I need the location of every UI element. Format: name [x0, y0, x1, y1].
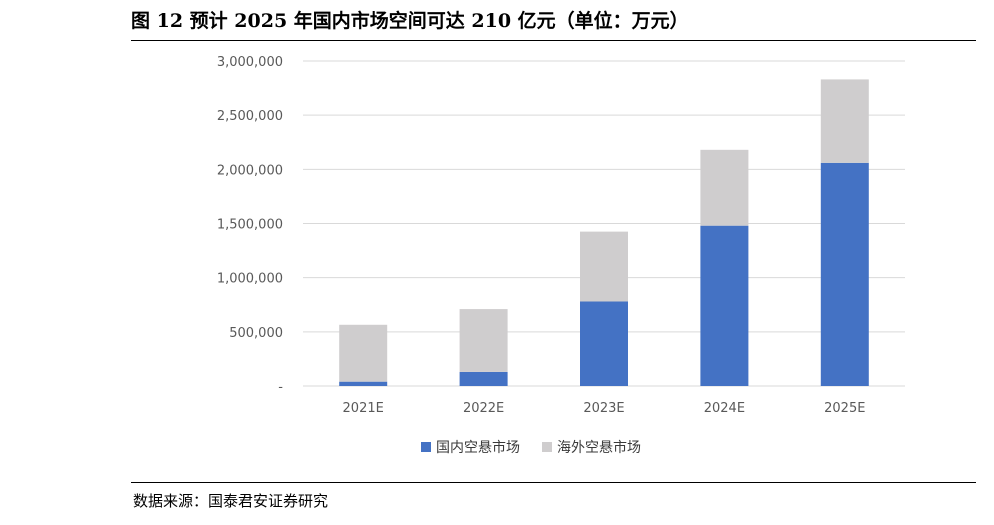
x-tick-label: 2025E [824, 401, 865, 416]
y-tick-label: 2,000,000 [217, 163, 283, 178]
y-tick-label: 2,500,000 [217, 109, 283, 124]
source-rule [131, 482, 976, 483]
x-tick-label: 2024E [704, 401, 745, 416]
bar-segment-domestic [459, 371, 508, 386]
bar-segment-overseas [339, 324, 388, 382]
bar-segment-overseas [459, 309, 508, 372]
x-axis-tick-labels: 2021E 2022E 2023E 2024E 2025E [343, 401, 866, 416]
x-tick-label: 2021E [343, 401, 384, 416]
bar-segment-domestic [339, 381, 388, 386]
bar-segment-overseas [700, 149, 749, 226]
source-note: 数据来源：国泰君安证券研究 [133, 492, 329, 510]
x-tick-label: 2022E [463, 401, 504, 416]
legend-item: 海外空悬市场 [542, 437, 641, 457]
y-tick-label: 1,000,000 [217, 272, 283, 287]
legend-item: 国内空悬市场 [421, 437, 520, 457]
legend-swatch [421, 442, 431, 452]
y-tick-label: - [278, 380, 283, 395]
bars [339, 79, 869, 386]
bar-segment-overseas [820, 79, 869, 163]
y-tick-label: 500,000 [229, 326, 283, 341]
bar-segment-domestic [700, 225, 749, 386]
bar-segment-domestic [820, 162, 869, 386]
bar-segment-overseas [580, 231, 628, 302]
legend-swatch [542, 442, 552, 452]
y-tick-label: 3,000,000 [217, 55, 283, 70]
title-rule [131, 40, 976, 41]
x-tick-label: 2023E [583, 401, 624, 416]
legend-label: 海外空悬市场 [557, 440, 641, 456]
y-axis-tick-labels: - 500,000 1,000,000 1,500,000 2,000,000 2,500… [217, 55, 283, 395]
stacked-bar-chart: - 500,000 1,000,000 1,500,000 2,000,000 2,500… [217, 55, 905, 416]
chart-legend: 国内空悬市场 海外空悬市场 [421, 436, 663, 458]
figure-title: 图 12 预计 2025 年国内市场空间可达 210 亿元（单位：万元） [131, 10, 689, 32]
bar-segment-domestic [580, 301, 628, 386]
legend-label: 国内空悬市场 [436, 440, 520, 456]
y-tick-label: 1,500,000 [217, 218, 283, 233]
